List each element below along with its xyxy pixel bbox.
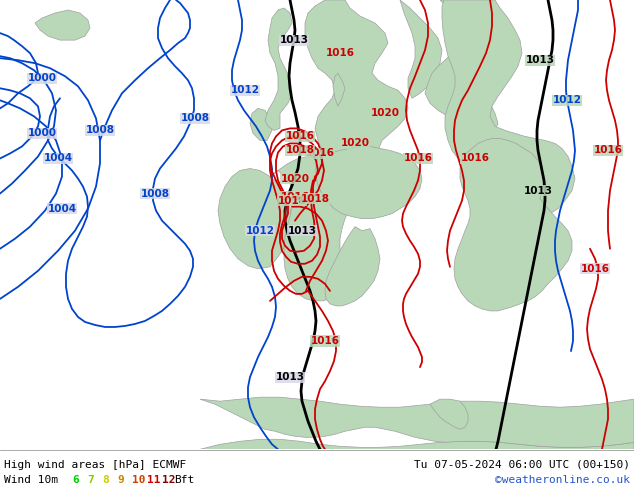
Polygon shape <box>305 0 408 217</box>
Text: 1016: 1016 <box>403 153 432 164</box>
Polygon shape <box>35 10 90 40</box>
Polygon shape <box>425 0 498 130</box>
Polygon shape <box>400 0 442 98</box>
Text: 1016: 1016 <box>593 146 623 155</box>
Text: 1013: 1013 <box>276 372 304 382</box>
Polygon shape <box>454 138 572 311</box>
Text: ©weatheronline.co.uk: ©weatheronline.co.uk <box>495 475 630 486</box>
Text: 1016: 1016 <box>325 48 354 58</box>
Polygon shape <box>250 108 272 141</box>
Text: 10: 10 <box>132 475 145 486</box>
Text: 12: 12 <box>162 475 176 486</box>
Text: 6: 6 <box>72 475 79 486</box>
Text: High wind areas [hPa] ECMWF: High wind areas [hPa] ECMWF <box>4 460 186 470</box>
Text: 1008: 1008 <box>181 113 209 123</box>
Text: 1016: 1016 <box>581 264 609 274</box>
Text: 1020: 1020 <box>340 138 370 148</box>
Text: 1016: 1016 <box>311 336 339 346</box>
Text: 1008: 1008 <box>86 125 115 135</box>
Text: 1004: 1004 <box>44 153 72 164</box>
Text: 1016: 1016 <box>460 153 489 164</box>
Polygon shape <box>200 440 634 449</box>
Text: 1020: 1020 <box>280 173 309 184</box>
Polygon shape <box>442 0 575 219</box>
Text: 1013: 1013 <box>280 35 309 45</box>
Text: 1013: 1013 <box>526 55 555 65</box>
Polygon shape <box>218 169 292 269</box>
Text: 1016: 1016 <box>306 148 335 158</box>
Polygon shape <box>316 147 422 219</box>
Text: Bft: Bft <box>174 475 194 486</box>
Polygon shape <box>430 399 468 429</box>
Text: 11: 11 <box>147 475 160 486</box>
Text: 1016: 1016 <box>280 192 309 201</box>
Text: 1008: 1008 <box>141 189 169 198</box>
Text: 1013: 1013 <box>524 186 552 196</box>
Text: 1013: 1013 <box>287 226 316 236</box>
Text: 1020: 1020 <box>370 108 399 119</box>
Polygon shape <box>265 8 292 130</box>
Text: 1004: 1004 <box>48 204 77 214</box>
Text: 1018: 1018 <box>301 194 330 203</box>
Polygon shape <box>333 73 345 106</box>
Text: 8: 8 <box>102 475 109 486</box>
Text: 9: 9 <box>117 475 124 486</box>
Text: 1012: 1012 <box>245 226 275 236</box>
Polygon shape <box>325 227 380 306</box>
Polygon shape <box>270 156 362 301</box>
Text: 1018: 1018 <box>278 196 306 206</box>
Text: 1018: 1018 <box>285 146 314 155</box>
Text: 1016: 1016 <box>285 131 314 142</box>
Text: 7: 7 <box>87 475 94 486</box>
Text: 1012: 1012 <box>231 85 259 95</box>
Text: 1012: 1012 <box>552 95 581 105</box>
Text: Wind 10m: Wind 10m <box>4 475 58 486</box>
Text: Tu 07-05-2024 06:00 UTC (00+150): Tu 07-05-2024 06:00 UTC (00+150) <box>414 460 630 470</box>
Polygon shape <box>200 397 634 447</box>
Text: 1000: 1000 <box>27 73 56 83</box>
Text: 1000: 1000 <box>27 128 56 138</box>
